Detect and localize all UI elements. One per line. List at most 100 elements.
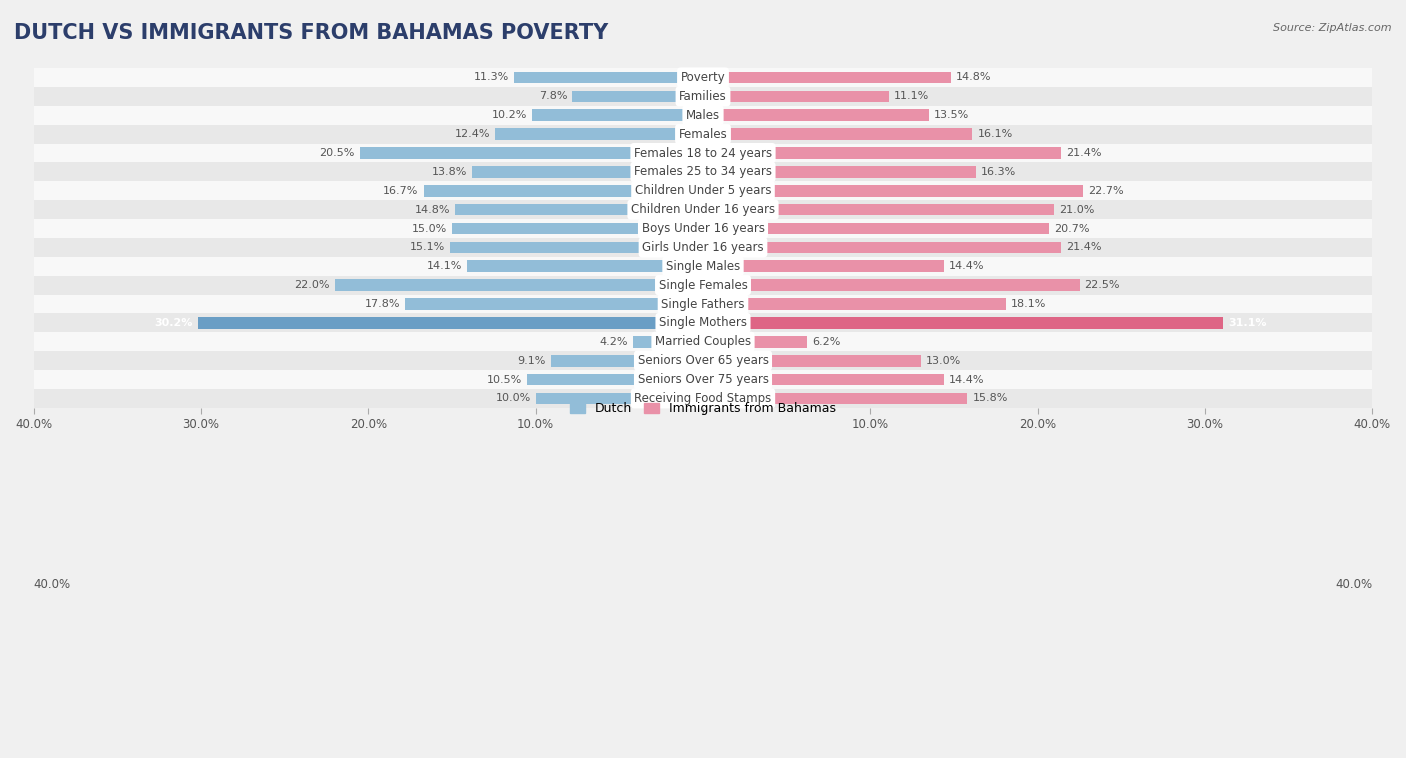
Text: Females: Females (679, 127, 727, 141)
Bar (467, 261, 703, 272)
Bar (703, 147, 1062, 159)
Text: Males: Males (686, 108, 720, 122)
Bar (703, 109, 929, 121)
Text: Females 25 to 34 years: Females 25 to 34 years (634, 165, 772, 178)
Text: 9.1%: 9.1% (517, 356, 546, 365)
Bar (34, 238, 1372, 257)
Bar (703, 261, 943, 272)
Bar (527, 374, 703, 385)
Text: 14.8%: 14.8% (415, 205, 450, 215)
Text: 21.4%: 21.4% (1066, 243, 1102, 252)
Text: Seniors Over 65 years: Seniors Over 65 years (637, 354, 769, 367)
Bar (703, 204, 1054, 215)
Text: Girls Under 16 years: Girls Under 16 years (643, 241, 763, 254)
Text: Married Couples: Married Couples (655, 335, 751, 348)
Text: 14.1%: 14.1% (426, 262, 463, 271)
Bar (703, 128, 973, 140)
Bar (703, 279, 1080, 291)
Text: 4.2%: 4.2% (599, 337, 627, 346)
Text: Single Mothers: Single Mothers (659, 316, 747, 330)
Bar (34, 257, 1372, 276)
Text: 10.2%: 10.2% (492, 110, 527, 121)
Bar (405, 298, 703, 310)
Text: DUTCH VS IMMIGRANTS FROM BAHAMAS POVERTY: DUTCH VS IMMIGRANTS FROM BAHAMAS POVERTY (14, 23, 609, 42)
Text: 20.5%: 20.5% (319, 148, 354, 158)
Text: 11.1%: 11.1% (894, 92, 929, 102)
Bar (536, 393, 703, 404)
Text: 14.4%: 14.4% (949, 374, 984, 384)
Text: 20.7%: 20.7% (1054, 224, 1090, 233)
Bar (34, 295, 1372, 314)
Text: Boys Under 16 years: Boys Under 16 years (641, 222, 765, 235)
Text: 21.4%: 21.4% (1066, 148, 1102, 158)
Bar (360, 147, 703, 159)
Text: Children Under 5 years: Children Under 5 years (634, 184, 772, 197)
Legend: Dutch, Immigrants from Bahamas: Dutch, Immigrants from Bahamas (565, 397, 841, 420)
Text: 14.4%: 14.4% (949, 262, 984, 271)
Bar (34, 370, 1372, 389)
Text: 18.1%: 18.1% (1011, 299, 1046, 309)
Bar (451, 223, 703, 234)
Bar (551, 355, 703, 367)
Bar (34, 314, 1372, 332)
Text: 14.8%: 14.8% (956, 73, 991, 83)
Bar (703, 223, 1049, 234)
Bar (703, 166, 976, 177)
Text: 40.0%: 40.0% (34, 578, 70, 590)
Bar (533, 109, 703, 121)
Bar (34, 68, 1372, 87)
Text: Receiving Food Stamps: Receiving Food Stamps (634, 392, 772, 405)
Bar (34, 219, 1372, 238)
Text: 22.0%: 22.0% (294, 280, 330, 290)
Text: Single Males: Single Males (666, 260, 740, 273)
Bar (34, 200, 1372, 219)
Text: Source: ZipAtlas.com: Source: ZipAtlas.com (1274, 23, 1392, 33)
Bar (34, 389, 1372, 408)
Bar (495, 128, 703, 140)
Text: 12.4%: 12.4% (456, 129, 491, 139)
Bar (572, 90, 703, 102)
Text: 16.3%: 16.3% (981, 167, 1017, 177)
Text: 40.0%: 40.0% (1336, 578, 1372, 590)
Text: Children Under 16 years: Children Under 16 years (631, 203, 775, 216)
Text: 13.5%: 13.5% (934, 110, 969, 121)
Bar (703, 298, 1005, 310)
Text: 6.2%: 6.2% (811, 337, 841, 346)
Text: 13.8%: 13.8% (432, 167, 467, 177)
Bar (703, 317, 1223, 329)
Text: Seniors Over 75 years: Seniors Over 75 years (637, 373, 769, 386)
Bar (703, 242, 1062, 253)
Text: 10.5%: 10.5% (486, 374, 522, 384)
Text: Families: Families (679, 90, 727, 103)
Text: 22.5%: 22.5% (1084, 280, 1121, 290)
Text: 7.8%: 7.8% (538, 92, 568, 102)
Text: 15.0%: 15.0% (412, 224, 447, 233)
Bar (34, 276, 1372, 295)
Bar (703, 393, 967, 404)
Bar (34, 106, 1372, 125)
Bar (34, 351, 1372, 370)
Text: 17.8%: 17.8% (364, 299, 401, 309)
Text: 21.0%: 21.0% (1060, 205, 1095, 215)
Text: 30.2%: 30.2% (155, 318, 193, 328)
Text: Females 18 to 24 years: Females 18 to 24 years (634, 146, 772, 159)
Text: 13.0%: 13.0% (925, 356, 960, 365)
Text: 15.1%: 15.1% (411, 243, 446, 252)
Bar (703, 185, 1083, 196)
Text: 10.0%: 10.0% (495, 393, 530, 403)
Text: 11.3%: 11.3% (474, 73, 509, 83)
Bar (450, 242, 703, 253)
Text: Single Fathers: Single Fathers (661, 298, 745, 311)
Bar (34, 143, 1372, 162)
Bar (423, 185, 703, 196)
Bar (335, 279, 703, 291)
Bar (513, 72, 703, 83)
Bar (198, 317, 703, 329)
Bar (34, 181, 1372, 200)
Text: 16.1%: 16.1% (977, 129, 1012, 139)
Text: 15.8%: 15.8% (973, 393, 1008, 403)
Bar (703, 336, 807, 348)
Bar (472, 166, 703, 177)
Text: 16.7%: 16.7% (382, 186, 419, 196)
Bar (34, 162, 1372, 181)
